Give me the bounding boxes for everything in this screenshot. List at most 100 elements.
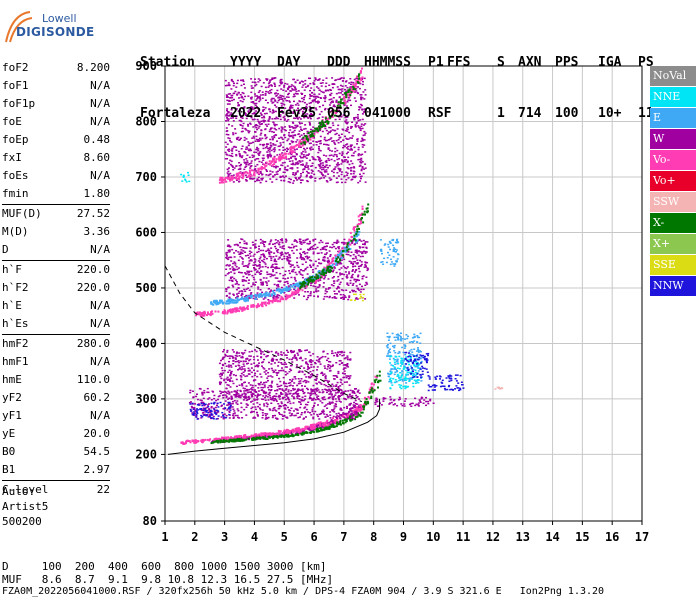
echo-point — [271, 432, 274, 435]
echo-point — [257, 286, 260, 288]
echo-point — [265, 395, 268, 397]
echo-point — [326, 420, 328, 423]
echo-point — [394, 403, 396, 405]
echo-point — [302, 239, 305, 242]
echo-point — [357, 146, 360, 149]
echo-point — [334, 352, 337, 354]
echo-point — [292, 402, 295, 404]
echo-point — [291, 136, 294, 138]
echo-point — [241, 252, 244, 255]
echo-point — [330, 269, 333, 272]
echo-point — [207, 391, 210, 394]
echo-point — [335, 241, 338, 244]
echo-point — [247, 299, 249, 302]
echo-point — [281, 367, 283, 369]
echo-point — [265, 416, 268, 419]
echo-point — [288, 262, 291, 265]
echo-point — [386, 332, 389, 334]
echo-point — [300, 241, 303, 243]
echo-point — [302, 280, 305, 283]
echo-point — [260, 376, 263, 378]
echo-point — [330, 425, 333, 428]
echo-point — [340, 362, 343, 364]
echo-point — [300, 243, 303, 245]
echo-point — [320, 412, 322, 415]
echo-point — [269, 90, 271, 92]
echo-point — [310, 414, 313, 416]
echo-point — [290, 358, 293, 361]
echo-point — [335, 288, 338, 290]
echo-point — [396, 370, 399, 372]
echo-point — [351, 276, 354, 279]
echo-point — [239, 396, 242, 399]
echo-point — [299, 240, 301, 243]
echo-point — [366, 401, 369, 404]
echo-point — [332, 270, 334, 273]
echo-point — [238, 253, 241, 255]
echo-point — [239, 271, 242, 274]
echo-point — [349, 389, 352, 392]
echo-point — [308, 427, 311, 430]
echo-point — [228, 397, 231, 399]
echo-point — [243, 106, 246, 108]
echo-point — [356, 250, 359, 252]
echo-point — [309, 259, 312, 261]
echo-point — [305, 380, 308, 382]
echo-point — [312, 285, 315, 287]
echo-point — [273, 260, 276, 263]
echo-point — [324, 253, 327, 255]
echo-point — [328, 250, 331, 252]
echo-point — [358, 270, 361, 273]
echo-point — [210, 406, 213, 408]
echo-point — [252, 393, 255, 395]
echo-point — [285, 388, 288, 390]
echo-point — [215, 412, 218, 414]
echo-point — [268, 85, 271, 87]
echo-point — [241, 130, 244, 133]
echo-point — [270, 266, 273, 269]
echo-point — [329, 414, 332, 416]
echo-point — [290, 351, 293, 354]
echo-point — [304, 256, 307, 258]
echo-point — [374, 403, 377, 406]
echo-point — [227, 137, 230, 139]
echo-point — [260, 295, 263, 298]
echo-point — [242, 284, 245, 287]
echo-point — [221, 436, 224, 439]
echo-point — [265, 381, 268, 383]
echo-point — [314, 260, 317, 263]
echo-point — [294, 428, 297, 431]
echo-point — [234, 90, 237, 93]
echo-point — [342, 415, 345, 418]
echo-point — [412, 372, 415, 375]
echo-point — [350, 251, 353, 253]
echo-point — [226, 409, 229, 411]
echo-point — [339, 409, 342, 411]
echo-point — [219, 383, 222, 386]
echo-point — [339, 385, 342, 387]
echo-point — [247, 287, 250, 289]
echo-point — [260, 120, 263, 122]
echo-point — [369, 386, 372, 389]
echo-point — [315, 101, 317, 103]
echo-point — [286, 169, 289, 172]
echo-point — [241, 309, 244, 312]
echo-point — [285, 366, 288, 368]
echo-point — [252, 255, 255, 257]
echo-point — [353, 413, 356, 415]
echo-point — [348, 410, 351, 413]
echo-point — [414, 358, 417, 360]
echo-point — [275, 247, 278, 250]
echo-point — [256, 251, 259, 254]
echo-point — [339, 408, 342, 410]
echo-point — [249, 247, 252, 249]
echo-point — [226, 302, 229, 305]
echo-point — [275, 410, 278, 412]
echo-point — [328, 164, 331, 167]
echo-point — [288, 132, 291, 134]
echo-point — [326, 295, 329, 298]
echo-point — [394, 352, 397, 354]
echo-point — [277, 117, 280, 120]
echo-point — [245, 390, 247, 392]
echo-point — [292, 246, 295, 249]
